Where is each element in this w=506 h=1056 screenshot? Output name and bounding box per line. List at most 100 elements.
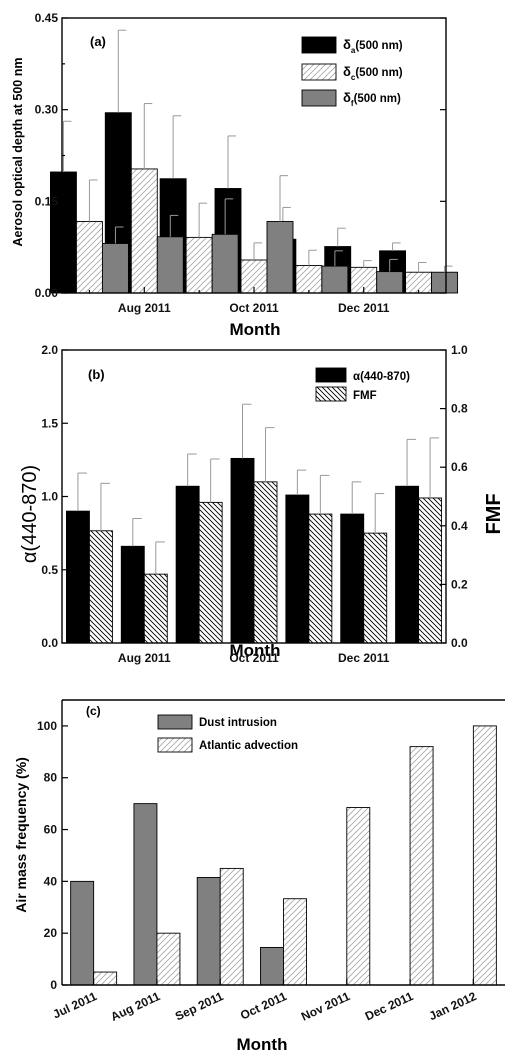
- y-tick-label-right: 1.0: [451, 343, 468, 357]
- bar-atlantic-advection-nov-2011: [346, 807, 371, 986]
- bar-alpha-sep-2011: [175, 485, 200, 644]
- legend-swatch-c: [301, 63, 337, 81]
- bar-c-jul-2011: [75, 221, 103, 294]
- y-tick-label: 20: [44, 926, 58, 940]
- y-tick-label: 100: [37, 719, 57, 733]
- x-tick-label: Dec 2011: [338, 301, 390, 315]
- y-tick-label-right: 0.4: [451, 519, 468, 533]
- y-tick-label: 0.5: [41, 563, 58, 577]
- legend-label-atlantic-advection: Atlantic advection: [199, 740, 298, 752]
- x-tick-label: Aug 2011: [118, 301, 171, 315]
- bar-fmf-dec-2011: [363, 532, 388, 644]
- bar-atlantic-advection-aug-2011: [156, 932, 181, 986]
- x-tick-label: Aug 2011: [118, 651, 171, 665]
- panel-c-label: (c): [86, 704, 101, 718]
- y-tick-label-right: 0.2: [451, 577, 468, 591]
- x-tick-label: Jul 2011: [51, 989, 100, 1022]
- x-tick-label: Oct 2011: [229, 651, 279, 665]
- panel-a-aod: (a) Month Aerosol optical depth at 500 n…: [11, 11, 459, 339]
- bar-atlantic-advection-jul-2011: [93, 971, 118, 986]
- panel-b-ylabel: α(440-870): [19, 465, 41, 563]
- bar-c-jan-2012: [405, 271, 433, 294]
- bar-fmf-sep-2011: [198, 501, 223, 644]
- bar-alpha-nov-2011: [285, 494, 310, 644]
- bar-alpha-jan-2012: [395, 485, 420, 644]
- x-tick-label: Nov 2011: [299, 989, 352, 1024]
- bar-a-jul-2011: [49, 171, 77, 294]
- legend-swatch-atlantic-advection: [157, 737, 193, 753]
- bar-alpha-dec-2011: [340, 513, 365, 644]
- panel-b-angstrom-fmf: (b) Month α(440-870) FMF 0.0 0.5 1.0 1.5 2.0…: [19, 343, 505, 665]
- legend-label-c: δc(500 nm): [343, 64, 403, 82]
- panel-c-air-mass: (c) Month Air mass frequency (%) 0 20 40 60…: [13, 699, 505, 1054]
- bar-alpha-jul-2011: [65, 510, 90, 644]
- bar-dust-intrusion-aug-2011: [133, 803, 158, 986]
- panel-c-xlabel: Month: [237, 1035, 288, 1054]
- bar-f-dec-2011: [376, 271, 404, 294]
- y-tick-label: 1.5: [41, 416, 58, 430]
- y-tick-label: 2.0: [41, 343, 58, 357]
- x-tick-label: Aug 2011: [109, 989, 163, 1024]
- bar-fmf-jul-2011: [88, 530, 113, 644]
- bar-atlantic-advection-oct-2011: [283, 898, 307, 986]
- y-tick-label: 0.0: [41, 636, 58, 650]
- bar-dust-intrusion-oct-2011: [260, 946, 284, 986]
- bar-c-aug-2011: [130, 168, 158, 294]
- panel-a-label: (a): [90, 34, 106, 49]
- y-tick-label: 0.30: [35, 103, 59, 117]
- x-tick-label: Dec 2011: [338, 651, 390, 665]
- panel-b-label: (b): [88, 367, 105, 382]
- legend-label-a: δa(500 nm): [343, 37, 403, 55]
- y-tick-label-right: 0.8: [451, 402, 468, 416]
- bar-f-nov-2011: [321, 265, 349, 294]
- legend-swatch-a: [301, 36, 337, 54]
- bar-f-jul-2011: [101, 243, 129, 294]
- y-tick-label: 0.45: [35, 11, 59, 25]
- bar-f-jan-2012: [431, 271, 459, 294]
- y-tick-label: 80: [44, 771, 58, 785]
- legend-swatch-dust-intrusion: [157, 714, 193, 730]
- legend-swatch-fmf: [315, 386, 347, 402]
- y-tick-label-right: 0.0: [451, 636, 468, 650]
- y-tick-label-right: 0.6: [451, 460, 468, 474]
- bar-fmf-nov-2011: [308, 513, 333, 644]
- bar-fmf-jan-2012: [418, 497, 443, 644]
- legend-swatch-alpha: [315, 367, 347, 383]
- panel-b-ylabel-right: FMF: [483, 493, 505, 534]
- bar-c-sep-2011: [185, 236, 213, 294]
- legend-label-f: δf(500 nm): [343, 90, 401, 108]
- bar-f-oct-2011: [266, 221, 294, 294]
- legend-label-dust-intrusion: Dust intrusion: [199, 717, 277, 729]
- bar-alpha-oct-2011: [230, 457, 255, 644]
- panel-a-ylabel: Aerosol optical depth at 500 nm: [11, 58, 25, 247]
- bar-atlantic-advection-sep-2011: [219, 867, 244, 986]
- bar-dust-intrusion-sep-2011: [196, 877, 221, 986]
- bar-alpha-aug-2011: [120, 545, 145, 644]
- panel-a-xlabel: Month: [230, 320, 281, 339]
- y-tick-label: 60: [44, 823, 58, 837]
- legend-swatch-f: [301, 89, 337, 107]
- bar-atlantic-advection-jan-2012: [472, 725, 497, 986]
- y-tick-label: 40: [44, 874, 58, 888]
- bar-atlantic-advection-dec-2011: [409, 746, 434, 986]
- legend-label-fmf: FMF: [353, 390, 377, 402]
- bar-f-aug-2011: [156, 236, 184, 294]
- legend-label-alpha: α(440-870): [353, 371, 410, 383]
- y-tick-label: 1.0: [41, 490, 58, 504]
- bar-fmf-oct-2011: [253, 481, 278, 644]
- x-tick-label: Oct 2011: [238, 989, 289, 1023]
- bar-c-nov-2011: [295, 265, 323, 294]
- panel-b-xlabel: Month: [230, 641, 281, 660]
- panel-c-ylabel: Air mass frequency (%): [13, 757, 29, 913]
- bar-dust-intrusion-jul-2011: [70, 880, 95, 986]
- y-tick-label: 0: [50, 978, 57, 992]
- bar-fmf-aug-2011: [143, 573, 168, 644]
- x-tick-label: Dec 2011: [363, 989, 416, 1024]
- bar-f-sep-2011: [211, 233, 239, 294]
- y-tick-label: 0.15: [35, 194, 59, 208]
- x-tick-label: Oct 2011: [229, 301, 279, 315]
- x-tick-label: Sep 2011: [173, 989, 226, 1024]
- x-tick-label: Jan 2012: [427, 989, 479, 1023]
- y-tick-label: 0.00: [35, 286, 59, 300]
